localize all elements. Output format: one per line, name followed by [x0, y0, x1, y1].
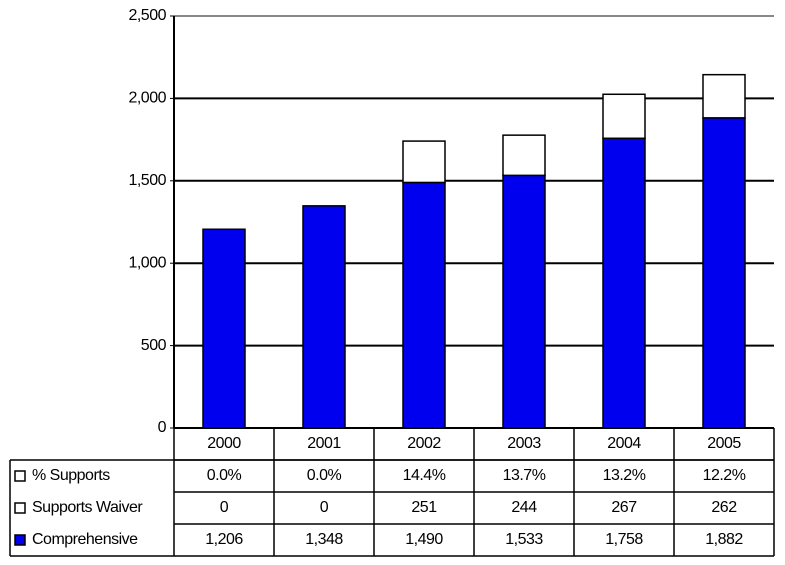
y-tick-label: 2,500: [128, 7, 166, 24]
x-tick-label: 2002: [407, 435, 441, 452]
table-cell: 0.0%: [307, 467, 342, 484]
bar: [502, 134, 546, 177]
bar: [202, 228, 246, 429]
legend-label: Supports Waiver: [32, 499, 143, 516]
legend-swatch: [14, 470, 26, 482]
table-cell: 1,206: [205, 531, 243, 548]
bar: [402, 181, 446, 429]
table-cell: 1,758: [605, 531, 643, 548]
x-tick-label: 2003: [507, 435, 541, 452]
table-cell: 0: [320, 499, 329, 516]
bar: [302, 205, 346, 429]
bar: [602, 93, 646, 140]
table-cell: 12.2%: [703, 467, 746, 484]
legend-label: % Supports: [32, 467, 110, 484]
table-cell: 14.4%: [403, 467, 446, 484]
table-cell: 262: [711, 499, 737, 516]
table-cell: 1,533: [505, 531, 543, 548]
table-cell: 0: [220, 499, 229, 516]
table-cell: 244: [511, 499, 537, 516]
y-tick-label: 2,000: [128, 90, 166, 107]
bar: [502, 174, 546, 429]
table-cell: 251: [411, 499, 437, 516]
legend-column: % Supports Supports Waiver Comprehensive: [32, 467, 144, 548]
y-tick-label: 1,000: [128, 254, 166, 271]
y-tick-label: 0: [158, 419, 167, 436]
bar: [402, 140, 446, 184]
table-cell: 13.2%: [603, 467, 646, 484]
bar: [602, 137, 646, 429]
y-tick-label: 1,500: [128, 172, 166, 189]
table-cell: 267: [611, 499, 637, 516]
table-cell: 1,348: [305, 531, 343, 548]
y-tick-label: 500: [141, 337, 167, 354]
x-tick-label: 2004: [607, 435, 641, 452]
x-tick-label: 2001: [307, 435, 341, 452]
legend-label: Comprehensive: [32, 531, 138, 548]
x-tick-label: 2000: [207, 435, 241, 452]
table-cell: 13.7%: [503, 467, 546, 484]
table-cell: 0.0%: [207, 467, 242, 484]
legend-swatch: [14, 534, 26, 546]
bar: [702, 73, 746, 119]
table-cell: 1,490: [405, 531, 443, 548]
bar: [702, 117, 746, 429]
legend-swatch: [14, 502, 26, 514]
table-cell: 1,882: [705, 531, 743, 548]
x-tick-label: 2005: [707, 435, 741, 452]
